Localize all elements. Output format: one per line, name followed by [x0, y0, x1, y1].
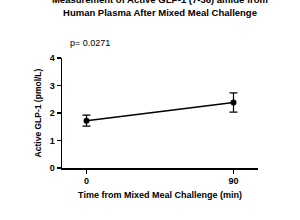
- svg-text:90: 90: [228, 176, 238, 186]
- svg-text:4: 4: [50, 53, 55, 63]
- svg-text:3: 3: [50, 81, 55, 91]
- svg-text:1: 1: [50, 136, 55, 146]
- svg-text:2: 2: [50, 108, 55, 118]
- svg-text:0: 0: [84, 176, 89, 186]
- svg-text:0: 0: [50, 163, 55, 173]
- svg-text:Measurement of Active GLP-1 (7: Measurement of Active GLP-1 (7-36) amide…: [52, 0, 268, 18]
- svg-text:p= 0.0271: p= 0.0271: [70, 38, 110, 48]
- svg-text:Active GLP-1 (pmol/L): Active GLP-1 (pmol/L): [33, 68, 43, 157]
- svg-text:Time from Mixed Meal Challenge: Time from Mixed Meal Challenge (min): [78, 190, 242, 200]
